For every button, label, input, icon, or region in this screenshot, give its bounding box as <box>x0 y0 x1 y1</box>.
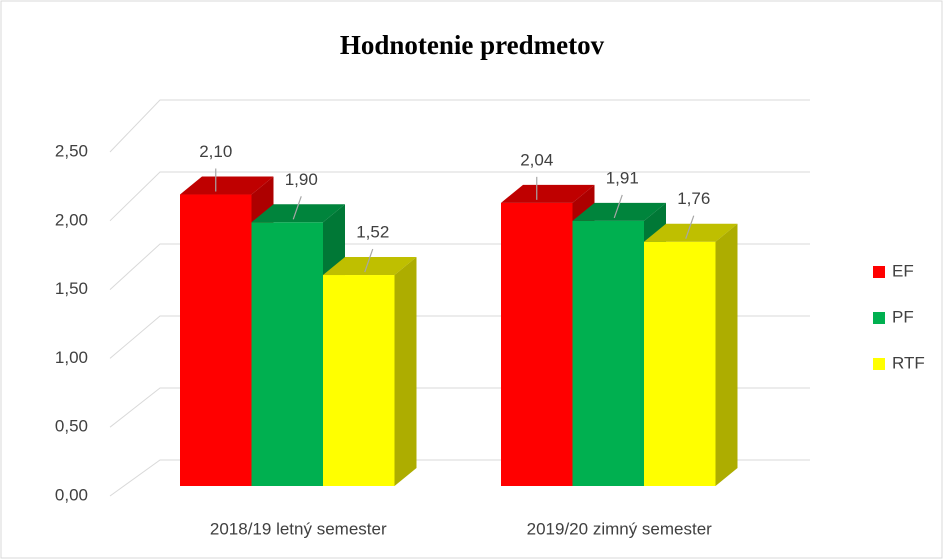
bar-side <box>394 257 417 486</box>
chart-title: Hodnotenie predmetov <box>340 30 605 60</box>
grid-line <box>109 99 810 153</box>
bar-side <box>715 223 738 486</box>
data-label: 2,04 <box>520 150 553 169</box>
bar-top <box>572 202 666 221</box>
legend-swatch <box>873 266 885 278</box>
bar-front <box>501 202 573 486</box>
y-tick-label: 2,50 <box>55 141 88 160</box>
bar-top <box>251 204 345 223</box>
y-tick-label: 2,00 <box>55 210 88 229</box>
x-tick-label: 2018/19 letný semester <box>210 519 387 538</box>
legend-label: EF <box>892 261 914 280</box>
data-label: 1,90 <box>285 170 318 189</box>
legend-swatch <box>873 358 885 370</box>
y-tick-label: 0,50 <box>55 417 88 436</box>
bar-top <box>644 223 738 242</box>
data-label: 1,76 <box>677 189 710 208</box>
legend-label: RTF <box>892 353 925 372</box>
leader-line <box>685 215 695 239</box>
legend-label: PF <box>892 307 914 326</box>
y-tick-label: 1,00 <box>55 348 88 367</box>
bar-top <box>180 176 274 195</box>
x-tick-label: 2019/20 zimný semester <box>527 519 713 538</box>
data-label: 1,91 <box>606 168 639 187</box>
bar-front <box>572 220 644 486</box>
data-label: 1,52 <box>356 223 389 242</box>
bar-front <box>251 222 323 486</box>
bar-front <box>323 275 395 486</box>
grid-line <box>109 171 810 222</box>
bar-top <box>323 257 417 276</box>
y-tick-label: 1,50 <box>55 279 88 298</box>
leader-line <box>364 248 374 273</box>
y-tick-label: 0,00 <box>55 485 88 504</box>
bar-top <box>501 184 595 203</box>
bar-front <box>180 194 252 486</box>
leader-line <box>292 196 302 220</box>
leader-line <box>613 194 623 219</box>
bar-front <box>644 241 716 486</box>
data-label: 2,10 <box>199 142 232 161</box>
legend-swatch <box>873 312 885 324</box>
